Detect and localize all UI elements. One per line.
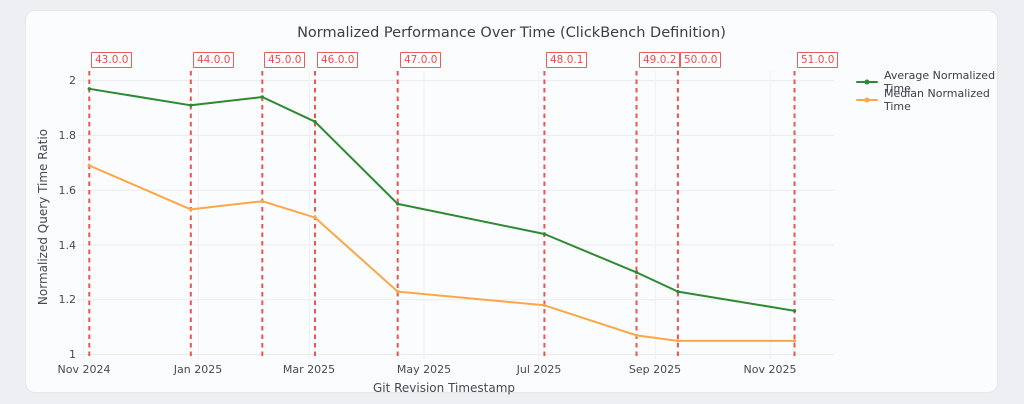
y-tick-label: 1.2 (58, 293, 77, 306)
data-point (792, 309, 797, 313)
release-version-label: 46.0.0 (317, 52, 359, 68)
y-tick-label: 1 (69, 348, 76, 361)
data-point (396, 202, 400, 206)
plot-area[interactable] (78, 71, 834, 359)
y-tick-label: 1.4 (58, 239, 77, 252)
data-point (396, 289, 400, 294)
chart-title: Normalized Performance Over Time (ClickB… (297, 25, 726, 41)
data-point (792, 339, 797, 343)
series-line-1 (88, 164, 796, 342)
legend-item-average[interactable]: Average Normalized Time (856, 69, 997, 95)
release-version-label: 44.0.0 (193, 52, 235, 68)
release-version-label: 45.0.0 (264, 52, 306, 68)
release-version-label: 51.0.0 (797, 52, 839, 68)
legend-label-median: Median Normalized Time (884, 86, 990, 113)
data-point (542, 303, 547, 307)
data-point (87, 163, 91, 168)
data-point (260, 95, 264, 99)
data-point (87, 87, 91, 91)
x-tick-label: Jan 2025 (173, 363, 223, 376)
x-tick-label: Nov 2025 (743, 363, 797, 376)
x-tick-label: Jul 2025 (516, 363, 562, 376)
release-version-label: 50.0.0 (680, 52, 722, 68)
data-point (313, 120, 317, 124)
x-tick-label: May 2025 (396, 363, 452, 376)
legend: Average Normalized Time Median Normalize… (856, 69, 997, 113)
data-point (189, 207, 193, 212)
release-version-label: 49.0.2 (639, 52, 681, 68)
data-point (634, 333, 639, 338)
x-tick-label: Mar 2025 (282, 363, 336, 376)
release-version-label: 48.0.1 (546, 52, 588, 68)
x-tick-label: Sep 2025 (628, 363, 682, 376)
y-tick-label: 2 (69, 74, 76, 87)
x-axis-title: Git Revision Timestamp (372, 381, 516, 395)
data-point (189, 103, 193, 107)
data-point (260, 199, 264, 203)
average-series-swatch (856, 79, 878, 84)
release-version-label: 43.0.0 (91, 52, 133, 68)
data-point (313, 215, 317, 220)
chart-card: Normalized Performance Over Time (ClickB… (25, 10, 998, 395)
x-tick-label: Nov 2024 (57, 363, 111, 376)
data-point (634, 270, 639, 275)
data-point (542, 232, 547, 236)
legend-item-median[interactable]: Median Normalized Time (856, 87, 997, 113)
y-tick-label: 1.6 (58, 184, 77, 197)
legend-label-average: Average Normalized Time (884, 68, 996, 95)
y-tick-label: 1.8 (58, 129, 77, 142)
data-point (676, 339, 680, 343)
y-axis-title: Normalized Query Time Ratio (36, 128, 50, 306)
data-point (676, 289, 680, 294)
series-line-0 (88, 87, 796, 312)
release-version-label: 47.0.0 (400, 52, 442, 68)
median-series-swatch (856, 97, 878, 102)
chart-canvas[interactable] (78, 71, 834, 359)
